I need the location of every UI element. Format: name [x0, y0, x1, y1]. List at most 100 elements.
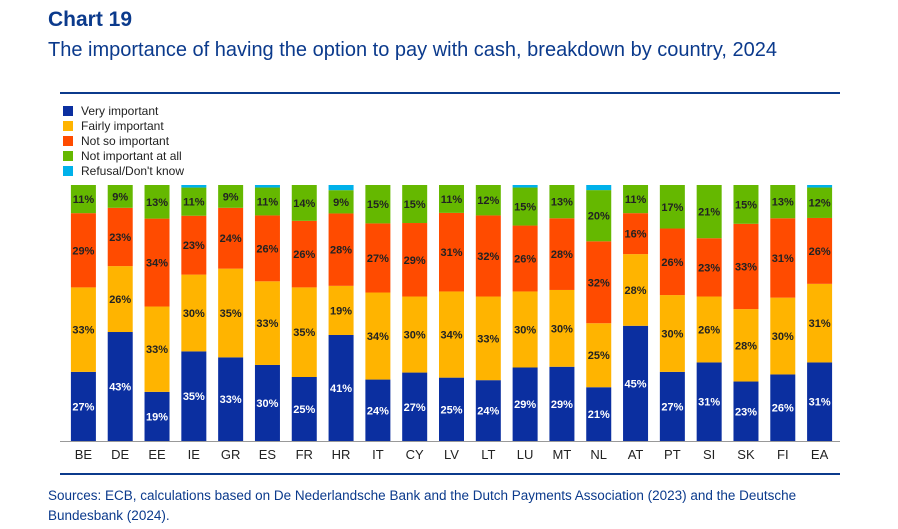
data-label-BE-s3: 11%: [73, 194, 95, 206]
bar-BE-s0: [70, 371, 96, 441]
data-label-FI-s1: 30%: [772, 331, 794, 343]
bar-EE-s3: [144, 185, 170, 219]
data-label-MT-s3: 13%: [551, 197, 573, 209]
data-label-LT-s3: 12%: [477, 195, 499, 207]
bar-MT-s2: [549, 218, 575, 290]
bar-SI-s0: [696, 362, 722, 441]
data-label-DE-s1: 26%: [109, 294, 131, 306]
data-label-MT-s1: 30%: [551, 323, 573, 335]
x-tick-label-IE: IE: [188, 447, 201, 462]
data-label-EE-s1: 33%: [146, 344, 168, 356]
bar-NL-s2: [586, 241, 612, 324]
bar-LT-s1: [475, 296, 501, 381]
bar-FR-s1: [291, 287, 317, 377]
data-label-DE-s0: 43%: [109, 382, 131, 394]
bar-IT-s3: [365, 185, 391, 224]
data-label-HR-s1: 19%: [330, 305, 352, 317]
bar-LU-s4: [512, 185, 538, 188]
bar-MT-s1: [549, 289, 575, 367]
data-label-LU-s0: 29%: [514, 399, 536, 411]
bar-PT-s0: [659, 371, 685, 441]
x-tick-label-NL: NL: [590, 447, 607, 462]
bar-DE-s2: [107, 207, 133, 267]
bar-LT-s3: [475, 185, 501, 216]
data-label-LT-s0: 24%: [477, 406, 499, 418]
bar-DE-s1: [107, 266, 133, 333]
bar-LU-s3: [512, 187, 538, 226]
legend-label-4: Refusal/Don't know: [81, 164, 184, 178]
data-label-DE-s2: 23%: [109, 232, 131, 244]
bar-GR-s0: [218, 357, 244, 441]
data-label-SK-s3: 15%: [735, 199, 757, 211]
bar-EE-s1: [144, 306, 170, 392]
data-label-GR-s3: 9%: [223, 191, 239, 203]
x-tick-label-HR: HR: [332, 447, 351, 462]
bar-FI-s2: [770, 218, 796, 298]
bar-SK-s1: [733, 309, 759, 382]
bar-HR-s4: [328, 185, 354, 191]
data-label-BE-s2: 29%: [72, 245, 94, 257]
bar-BE-s2: [70, 213, 96, 288]
x-tick-label-AT: AT: [628, 447, 644, 462]
data-label-IE-s3: 11%: [183, 197, 205, 209]
bar-IT-s0: [365, 379, 391, 441]
bar-ES-s2: [254, 215, 280, 282]
data-label-LV-s1: 34%: [440, 330, 462, 342]
bar-GR-s1: [218, 268, 244, 358]
bar-AT-s3: [623, 185, 649, 214]
bar-EA-s1: [807, 283, 833, 363]
data-label-FR-s0: 25%: [293, 404, 315, 416]
legend-swatch-3: [63, 151, 73, 161]
data-label-IT-s2: 27%: [367, 253, 389, 265]
data-label-NL-s0: 21%: [588, 409, 610, 421]
x-tick-label-BE: BE: [75, 447, 93, 462]
data-label-CY-s0: 27%: [404, 402, 426, 414]
legend-label-3: Not important at all: [81, 149, 182, 163]
legend-swatch-0: [63, 106, 73, 116]
data-label-EA-s3: 12%: [809, 198, 831, 210]
bar-FR-s0: [291, 377, 317, 441]
data-label-FR-s2: 26%: [293, 249, 315, 261]
bar-FI-s3: [770, 185, 796, 219]
bar-GR-s2: [218, 207, 244, 269]
bar-LV-s3: [439, 185, 464, 213]
bar-NL-s0: [586, 387, 612, 441]
x-tick-label-IT: IT: [372, 447, 384, 462]
x-tick-label-LT: LT: [481, 447, 495, 462]
bar-MT-s0: [549, 366, 575, 441]
x-tick-label-MT: MT: [553, 447, 572, 462]
data-label-IE-s0: 35%: [183, 391, 205, 403]
data-label-SK-s2: 33%: [735, 261, 757, 273]
data-label-IT-s1: 34%: [367, 331, 389, 343]
legend-label-1: Fairly important: [81, 119, 164, 133]
x-tick-label-FR: FR: [296, 447, 313, 462]
bar-SK-s0: [733, 381, 759, 441]
x-tick-label-LU: LU: [517, 447, 534, 462]
bar-ES-s1: [254, 281, 280, 365]
data-label-EE-s2: 34%: [146, 258, 168, 270]
data-label-MT-s2: 28%: [551, 249, 573, 261]
data-label-PT-s0: 27%: [661, 401, 683, 413]
data-label-NL-s3: 20%: [588, 211, 610, 223]
data-label-EA-s2: 26%: [809, 246, 831, 258]
x-tick-label-DE: DE: [111, 447, 129, 462]
data-label-HR-s0: 41%: [330, 383, 352, 395]
data-label-GR-s2: 24%: [220, 233, 242, 245]
data-label-MT-s0: 29%: [551, 399, 573, 411]
bar-NL-s4: [586, 185, 612, 191]
bar-IE-s2: [181, 215, 207, 275]
data-label-FR-s3: 14%: [293, 198, 315, 210]
data-label-SI-s3: 21%: [698, 207, 720, 219]
legend-swatch-4: [63, 166, 73, 176]
bar-NL-s3: [586, 190, 612, 242]
data-label-HR-s2: 28%: [330, 245, 352, 257]
legend-label-0: Very important: [81, 104, 159, 118]
bar-FR-s2: [291, 220, 317, 288]
bar-GR-s3: [218, 185, 244, 208]
data-label-EA-s1: 31%: [809, 318, 831, 330]
bar-IT-s2: [365, 223, 391, 293]
bottom-divider: [60, 473, 840, 475]
bar-EE-s0: [144, 391, 170, 441]
x-tick-label-ES: ES: [259, 447, 277, 462]
